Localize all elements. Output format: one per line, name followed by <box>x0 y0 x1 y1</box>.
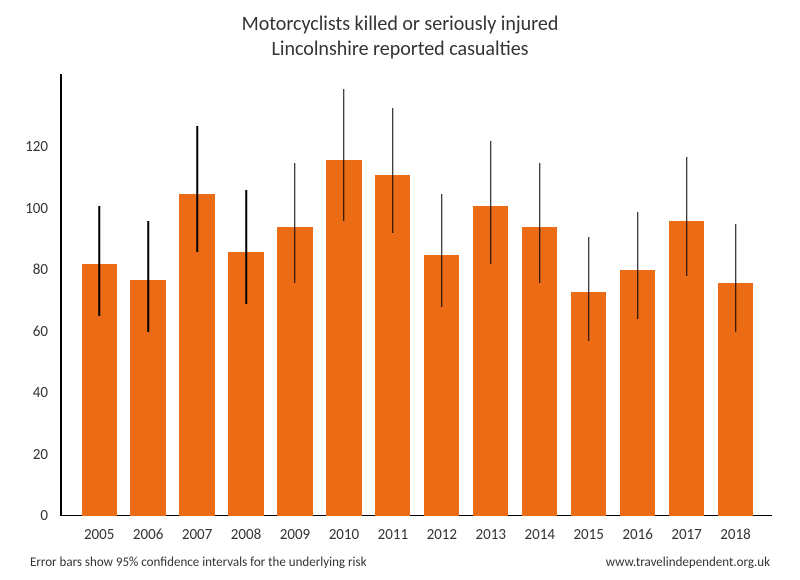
error-bar <box>294 163 296 283</box>
error-bar <box>343 89 345 221</box>
x-tick-label: 2014 <box>525 526 555 544</box>
x-tick-label: 2009 <box>280 526 310 544</box>
error-bar <box>539 163 541 283</box>
x-tick-label: 2012 <box>427 526 457 544</box>
chart-title-line1: Motorcyclists killed or seriously injure… <box>0 12 800 37</box>
error-bar <box>490 141 492 264</box>
y-tick-label: 120 <box>8 138 48 156</box>
x-tick-label: 2015 <box>573 526 603 544</box>
x-axis-line <box>60 515 772 517</box>
error-bar <box>147 221 149 332</box>
x-tick-label: 2013 <box>476 526 506 544</box>
error-bar <box>441 194 443 308</box>
x-tick-label: 2016 <box>622 526 652 544</box>
y-tick-label: 100 <box>8 200 48 218</box>
chart-container: Motorcyclists killed or seriously injure… <box>0 0 800 580</box>
x-tick-label: 2017 <box>671 526 701 544</box>
error-bar <box>98 206 100 317</box>
error-bar <box>588 237 590 341</box>
error-bar <box>735 224 737 332</box>
chart-title: Motorcyclists killed or seriously injure… <box>0 12 800 62</box>
x-tick-label: 2010 <box>329 526 359 544</box>
x-tick-label: 2005 <box>84 526 114 544</box>
error-bar <box>245 190 247 304</box>
x-tick-label: 2008 <box>231 526 261 544</box>
footer-right-text: www.travelindependent.org.uk <box>606 555 770 570</box>
y-tick-label: 60 <box>8 323 48 341</box>
error-bar <box>392 108 394 234</box>
plot-area: 0204060801001202005200620072008200920102… <box>60 86 760 516</box>
y-tick-label: 20 <box>8 446 48 464</box>
chart-title-line2: Lincolnshire reported casualties <box>0 37 800 62</box>
footer-left-text: Error bars show 95% confidence intervals… <box>30 555 367 570</box>
y-tick-label: 80 <box>8 261 48 279</box>
error-bar <box>686 157 688 277</box>
x-tick-label: 2007 <box>182 526 212 544</box>
y-axis-line <box>60 74 62 516</box>
x-tick-label: 2011 <box>378 526 408 544</box>
x-tick-label: 2006 <box>133 526 163 544</box>
y-tick-label: 0 <box>8 507 48 525</box>
x-tick-label: 2018 <box>720 526 750 544</box>
error-bar <box>196 126 198 252</box>
y-tick-label: 40 <box>8 384 48 402</box>
error-bar <box>637 212 639 320</box>
